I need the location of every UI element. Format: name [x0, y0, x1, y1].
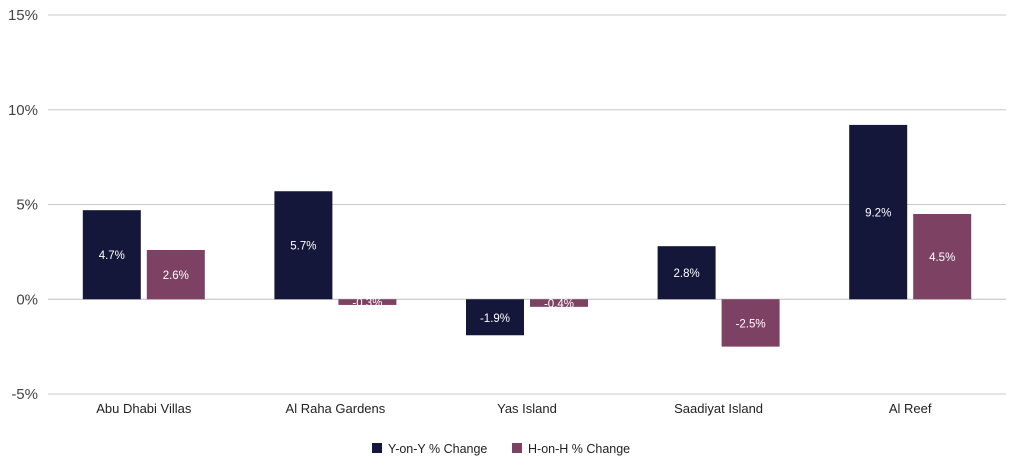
legend: Y-on-Y % Change H-on-H % Change — [372, 442, 630, 456]
bar-yoy — [274, 191, 333, 300]
data-label: 2.6% — [163, 270, 189, 282]
data-label: -1.9% — [480, 313, 510, 325]
y-tick-label: -5% — [11, 386, 38, 403]
data-label: 9.2% — [865, 208, 891, 220]
bar-hoh — [913, 213, 972, 300]
bar-hoh — [721, 299, 780, 347]
x-tick-label: Al Reef — [889, 401, 932, 416]
x-tick-label: Abu Dhabi Villas — [96, 401, 192, 416]
bar-yoy — [657, 246, 716, 300]
y-tick-label: 10% — [8, 102, 38, 119]
y-axis-tick-labels: 15% 10% 5% 0% -5% — [8, 7, 38, 403]
y-tick-label: 0% — [16, 291, 38, 308]
legend-label: Y-on-Y % Change — [388, 442, 487, 456]
data-label: 4.5% — [929, 252, 955, 264]
data-labels: 4.7% 2.6% 5.7% -0.3% -1.9% -0.4% 2.8% -2.5% 9.2%… — [99, 208, 956, 331]
x-tick-label: Al Raha Gardens — [286, 401, 386, 416]
data-label: -0.3% — [352, 298, 382, 310]
legend-label: H-on-H % Change — [528, 442, 630, 456]
legend-swatch — [372, 443, 382, 453]
legend-swatch — [512, 443, 522, 453]
gridlines — [48, 14, 1006, 395]
y-tick-label: 5% — [16, 197, 38, 214]
bar-hoh — [146, 249, 205, 300]
bar-hoh — [530, 299, 588, 307]
x-axis-tick-labels: Abu Dhabi Villas Al Raha Gardens Yas Islan… — [96, 401, 932, 416]
x-tick-label: Saadiyat Island — [674, 401, 763, 416]
bars — [82, 124, 972, 347]
bar-yoy — [82, 210, 141, 300]
y-tick-label: 15% — [8, 7, 38, 24]
bar-hoh — [338, 299, 397, 305]
x-tick-label: Yas Island — [497, 401, 557, 416]
bar-yoy — [849, 124, 908, 300]
data-label: -0.4% — [544, 299, 574, 311]
data-label: 5.7% — [290, 241, 316, 253]
bar-yoy — [466, 299, 524, 336]
data-label: -2.5% — [736, 318, 766, 330]
data-label: 2.8% — [673, 268, 699, 280]
data-label: 4.7% — [99, 250, 125, 262]
